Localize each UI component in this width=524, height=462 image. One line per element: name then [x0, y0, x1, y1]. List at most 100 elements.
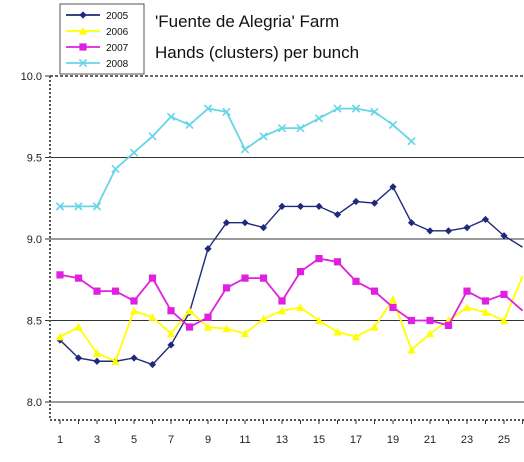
data-point-2005: [130, 354, 138, 362]
data-point-2008-b: [333, 104, 342, 113]
data-point-2008-b: [314, 114, 324, 123]
data-point-2007: [370, 287, 379, 295]
data-point-2007: [463, 287, 471, 295]
data-point-2005: [241, 219, 249, 227]
data-point-2005: [407, 219, 416, 227]
data-point-2006: [407, 345, 416, 354]
data-point-2006: [462, 303, 472, 312]
data-point-2007: [407, 316, 416, 325]
data-point-2005: [93, 357, 101, 365]
x-tick-label: 25: [498, 434, 510, 446]
data-point-2006: [92, 349, 102, 357]
data-point-2007: [481, 297, 490, 305]
data-point-2005: [296, 202, 305, 210]
x-tick-label: 9: [205, 434, 211, 446]
data-point-2006: [129, 306, 139, 315]
x-tick-labels: 1 3 5 7 9 11 13 15 17 19 21 23 25: [57, 434, 510, 446]
data-point-2005: [259, 223, 268, 232]
data-point-2007: [56, 271, 64, 279]
y-tick-label: 9.5: [27, 153, 42, 165]
data-point-2006: [277, 306, 287, 315]
data-point-2007: [278, 297, 286, 305]
chart-subtitle: Hands (clusters) per bunch: [155, 43, 359, 62]
data-point-2007: [333, 258, 342, 266]
data-point-2007: [74, 274, 83, 282]
legend-label-2005: 2005: [106, 11, 129, 22]
data-point-2005: [481, 215, 490, 224]
data-point-2006: [314, 316, 324, 325]
axes: [45, 75, 524, 424]
data-point-2006: [499, 316, 509, 325]
y-tick-label: 10.0: [21, 71, 42, 83]
data-point-2008-b: [259, 132, 268, 141]
data-point-2007: [500, 290, 508, 299]
series-2008: [55, 104, 416, 211]
legend-marker-2007: [79, 43, 87, 51]
data-point-2005: [74, 354, 83, 362]
legend-marker-2006: [78, 26, 88, 35]
data-point-2008-b: [185, 120, 194, 130]
data-point-2006: [148, 313, 157, 321]
data-point-2006: [259, 314, 268, 323]
data-point-2005: [500, 232, 508, 240]
x-tick-label: 13: [276, 434, 288, 446]
chart-title: 'Fuente de Alegria' Farm: [155, 12, 339, 31]
data-point-2005: [352, 197, 360, 206]
data-point-2005: [370, 199, 379, 207]
legend: 2005 2006 2007 2008: [59, 3, 145, 75]
data-point-2007: [352, 277, 360, 285]
data-point-2008-b: [111, 164, 120, 174]
y-tick-label: 8.5: [27, 316, 42, 328]
data-point-2006: [481, 308, 490, 316]
legend-label-2006: 2006: [106, 27, 129, 38]
data-point-2006: [425, 329, 435, 338]
data-point-2007: [204, 313, 212, 321]
data-point-2005: [389, 183, 397, 191]
data-point-2006: [74, 322, 83, 331]
legend-marker-2005: [79, 11, 87, 19]
x-tick-label: 17: [350, 434, 362, 446]
data-point-2008-b: [388, 120, 398, 130]
data-point-2005: [315, 202, 323, 210]
data-point-2007: [444, 321, 453, 329]
data-point-2005: [222, 219, 231, 227]
data-point-2008-b: [240, 145, 250, 154]
data-point-2005: [426, 227, 434, 235]
x-tick-label: 15: [313, 434, 325, 446]
data-point-2006: [166, 329, 176, 338]
legend-label-2008: 2008: [106, 59, 129, 70]
data-point-2008-b: [370, 107, 379, 117]
x-tick-label: 1: [57, 434, 63, 446]
x-tick-label: 11: [239, 434, 250, 446]
series: [55, 104, 524, 369]
legend-marker-2008-b: [78, 58, 88, 68]
data-point-2005: [463, 223, 471, 232]
data-point-2007: [389, 303, 397, 312]
data-point-2006: [203, 322, 213, 331]
data-point-2006: [55, 332, 65, 341]
data-point-2006: [296, 303, 305, 312]
series-2005: [56, 183, 523, 369]
data-point-2005: [204, 245, 212, 253]
data-point-2007: [111, 287, 120, 295]
data-point-2007: [296, 268, 305, 276]
y-tick-labels: 8.0 8.5 9.0 9.5 10.0: [21, 71, 42, 409]
data-point-2008-b: [407, 137, 416, 146]
data-point-2008-b: [74, 202, 83, 211]
data-point-2008-b: [203, 104, 213, 113]
x-tick-label: 7: [168, 434, 174, 446]
data-point-2006: [111, 357, 120, 365]
data-point-2005: [278, 202, 286, 210]
x-tick-label: 5: [131, 434, 137, 446]
data-point-2008-b: [222, 107, 231, 117]
y-tick-label: 9.0: [27, 234, 42, 246]
data-point-2007: [426, 316, 434, 325]
data-point-2006: [333, 327, 342, 336]
x-tick-label: 3: [94, 434, 100, 446]
data-point-2007: [259, 274, 268, 282]
data-point-2006: [388, 295, 398, 303]
data-point-2007: [148, 274, 157, 282]
data-point-2007: [315, 254, 323, 263]
data-point-2005: [333, 210, 342, 219]
